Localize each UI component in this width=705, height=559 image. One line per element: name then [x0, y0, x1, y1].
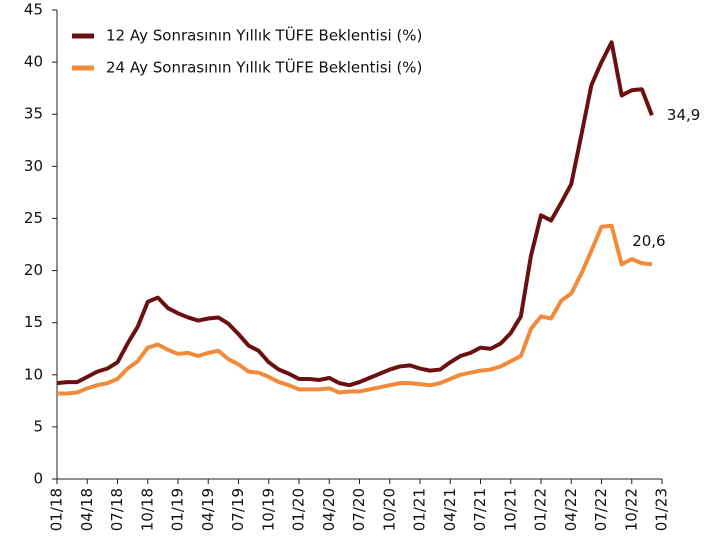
y-tick-label: 5 — [33, 417, 43, 435]
x-tick-label: 10/22 — [622, 488, 640, 531]
y-tick-label: 20 — [24, 261, 43, 279]
x-tick-label: 04/19 — [199, 488, 217, 531]
y-tick-label: 10 — [24, 365, 43, 383]
x-tick-label: 07/22 — [592, 488, 610, 531]
series-line — [57, 223, 653, 396]
y-tick-label: 0 — [33, 470, 43, 488]
x-tick-label: 07/19 — [229, 488, 247, 531]
x-tick-label: 04/21 — [441, 488, 459, 531]
x-tick-label: 10/21 — [501, 488, 519, 531]
y-tick-label: 40 — [24, 53, 43, 71]
x-tick-label: 10/18 — [138, 488, 156, 531]
value-label: 20,6 — [632, 232, 665, 250]
x-tick-label: 01/19 — [169, 488, 187, 531]
y-tick-label: 15 — [24, 313, 43, 331]
legend-label: 24 Ay Sonrasının Yıllık TÜFE Beklentisi … — [106, 58, 422, 77]
x-tick-label: 10/20 — [380, 488, 398, 531]
x-tick-label: 07/21 — [471, 488, 489, 531]
y-tick-label: 45 — [24, 1, 43, 19]
x-tick-label: 04/22 — [562, 488, 580, 531]
x-tick-label: 01/23 — [653, 488, 671, 531]
x-tick-label: 01/21 — [411, 488, 429, 531]
x-tick-label: 07/20 — [350, 488, 368, 531]
value-label: 34,9 — [667, 106, 700, 124]
x-tick-label: 01/20 — [290, 488, 308, 531]
legend-label: 12 Ay Sonrasının Yıllık TÜFE Beklentisi … — [106, 26, 422, 45]
x-tick-label: 07/18 — [108, 488, 126, 531]
y-tick-label: 35 — [24, 105, 43, 123]
x-tick-label: 01/22 — [532, 488, 550, 531]
x-tick-label: 04/20 — [320, 488, 338, 531]
series-line — [56, 40, 654, 388]
y-tick-label: 30 — [24, 157, 43, 175]
y-tick-label: 25 — [24, 209, 43, 227]
x-tick-label: 01/18 — [48, 488, 66, 531]
x-tick-label: 10/19 — [259, 488, 277, 531]
x-tick-label: 04/18 — [78, 488, 96, 531]
